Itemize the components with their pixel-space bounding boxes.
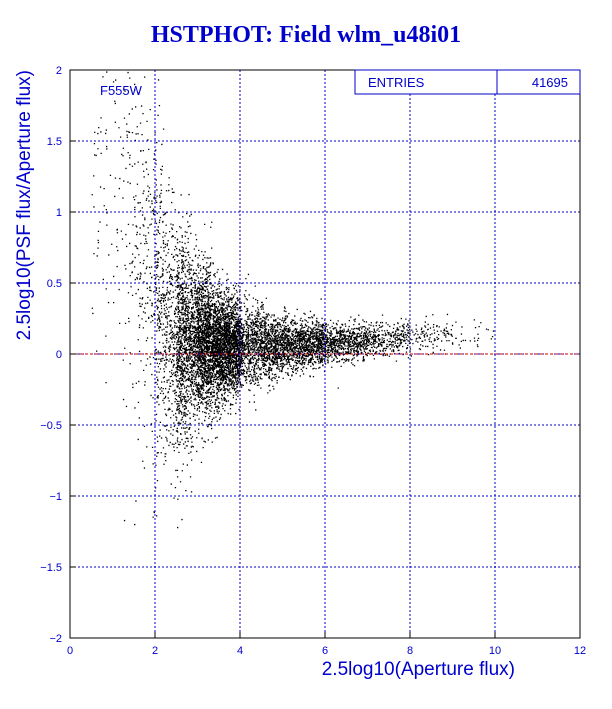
x-axis-label: 2.5log10(Aperture flux) — [322, 659, 515, 680]
x-tick-label: 0 — [67, 645, 73, 657]
y-axis-label: 2.5log10(PSF flux/Aperture flux) — [14, 70, 35, 340]
stats-box-frame — [354, 69, 581, 95]
x-axis-ticks: 0 2 4 6 8 10 12 — [67, 632, 586, 657]
x-tick-label: 4 — [237, 645, 243, 657]
chart-title: HSTPHOT: Field wlm_u48i01 — [150, 22, 462, 48]
y-tick-label: −1 — [49, 491, 62, 503]
stats-entries-label: ENTRIES — [368, 75, 425, 90]
x-tick-label: 12 — [574, 645, 586, 657]
y-tick-label: 1.5 — [47, 136, 62, 148]
y-tick-label: 2 — [56, 65, 62, 77]
x-tick-label: 2 — [152, 645, 158, 657]
y-tick-label: −0.5 — [40, 420, 62, 432]
x-tick-label: 6 — [322, 645, 328, 657]
y-tick-label: −1.5 — [40, 562, 62, 574]
scatter-point-cloud — [91, 71, 495, 529]
y-tick-label: 0 — [56, 349, 62, 361]
filter-annotation: F555W — [100, 83, 143, 98]
y-axis-ticks: −2 −1.5 −1 −0.5 0 0.5 1 1.5 2 — [40, 65, 76, 645]
x-tick-label: 8 — [407, 645, 413, 657]
y-tick-label: 0.5 — [47, 278, 62, 290]
stats-entries-value: 41695 — [532, 75, 568, 90]
x-tick-label: 10 — [489, 645, 501, 657]
scatter-points — [91, 71, 495, 529]
y-tick-label: 1 — [56, 207, 62, 219]
stats-box: ENTRIES 41695 — [354, 69, 581, 95]
y-tick-label: −2 — [49, 633, 62, 645]
